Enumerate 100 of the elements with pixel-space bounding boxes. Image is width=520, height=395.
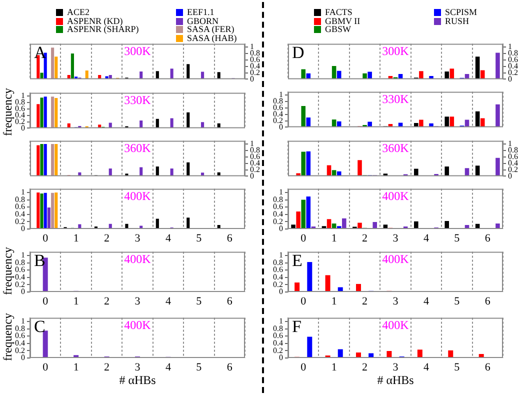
y2-tick-label: 0.4 (250, 61, 260, 70)
y-tick-label: 0 (21, 123, 25, 132)
y-tick-label: 0.8 (273, 258, 283, 267)
x-tick-label: 4 (165, 295, 172, 308)
x-tick-label: 6 (484, 295, 491, 308)
annotation: 300K (124, 44, 152, 58)
y-tick-label: 0 (279, 287, 283, 296)
x-tick-label: 6 (484, 232, 491, 244)
x-tick-label: 0 (300, 361, 307, 374)
y-tick-label: 1 (279, 250, 283, 260)
y-tick-label: 1 (279, 90, 283, 100)
chart-title: B (34, 250, 46, 270)
x-tick-label: 0 (42, 361, 49, 374)
legend-label: ASPENR (SHARP) (66, 24, 139, 34)
y-tick-label: 0.8 (15, 194, 25, 204)
y-tick-label: 0.6 (15, 265, 25, 274)
annotation: 360K (124, 140, 152, 155)
x-tick-label: 2 (362, 295, 368, 308)
x-tick-label: 3 (392, 361, 399, 374)
x-tick-label: 0 (42, 295, 49, 308)
y-tick-label: 0 (21, 287, 25, 296)
y2-tick-label: 0.2 (250, 164, 260, 174)
y-tick-label: 0.2 (15, 116, 25, 126)
x-tick-label: 3 (134, 295, 141, 308)
x-tick-label: 3 (392, 295, 399, 308)
x-tick-label: 6 (226, 361, 233, 374)
legend-label: SASA (FER) (186, 24, 236, 34)
y-tick-label: 0.2 (15, 280, 25, 289)
x-tick-label: 6 (226, 232, 233, 244)
x-tick-label: 6 (226, 295, 233, 308)
x-tick-label: 5 (454, 232, 460, 244)
chart-title: A (34, 42, 47, 62)
y-tick-label: 0 (21, 224, 25, 234)
x-tick-label: 1 (331, 361, 337, 374)
y-tick-label: 0.4 (273, 109, 283, 118)
y-tick-label: 0.4 (15, 272, 25, 282)
x-tick-label: 4 (165, 361, 172, 374)
x-tick-label: 5 (196, 361, 202, 374)
y-tick-label: 0.4 (273, 338, 283, 348)
y2-tick-label: 0.4 (250, 158, 260, 168)
y-tick-label: 0.6 (15, 331, 25, 340)
legend-label: SASA (HAB) (186, 32, 237, 42)
y-tick-label: 1 (279, 316, 283, 326)
annotation: 400K (382, 318, 410, 332)
y-tick-label: 0.2 (273, 216, 283, 226)
y2-tick-label: 0.4 (508, 158, 518, 168)
y-tick-label: 0.4 (273, 209, 283, 218)
y-tick-label: 0.4 (15, 209, 25, 218)
y-tick-label: 1 (21, 316, 25, 326)
x-tick-label: 3 (134, 361, 141, 374)
y2-tick-label: 0 (508, 74, 512, 84)
annotation: 360K (382, 140, 410, 155)
y2-tick-label: 0 (508, 171, 512, 180)
x-tick-label: 4 (423, 361, 430, 374)
x-tick-label: 0 (42, 232, 49, 244)
y-tick-label: 0 (21, 353, 25, 362)
y-axis-title: frequency (0, 246, 16, 294)
legend-label: ASPENR (KD) (66, 16, 123, 26)
y-tick-label: 1 (21, 91, 25, 100)
x-tick-label: 4 (423, 232, 430, 244)
y2-tick-label: 0 (250, 171, 254, 180)
chart-title: C (34, 316, 46, 336)
y2-tick-label: 1 (250, 139, 254, 148)
y-tick-label: 0.2 (273, 116, 283, 125)
y-tick-label: 0.8 (15, 258, 25, 267)
legend-label: GBMV II (324, 16, 360, 26)
y2-tick-label: 0 (250, 74, 254, 84)
y-tick-label: 0.2 (15, 346, 25, 355)
x-tick-label: 2 (104, 232, 110, 244)
annotation: 400K (382, 188, 410, 203)
y-tick-label: 0.8 (273, 324, 283, 333)
x-tick-label: 3 (134, 232, 141, 244)
y2-tick-label: 0.4 (508, 61, 518, 70)
y2-tick-label: 0.2 (250, 68, 260, 77)
y2-tick-label: 0.2 (508, 164, 518, 174)
y-tick-label: 0.8 (15, 324, 25, 333)
y-tick-label: 1 (21, 250, 25, 260)
y-axis-title: frequency (0, 312, 16, 360)
y2-tick-label: 1 (250, 42, 254, 52)
y-tick-label: 0.4 (15, 338, 25, 348)
annotation: 330K (124, 92, 152, 107)
y-tick-label: 0.4 (273, 272, 283, 282)
y-tick-label: 0 (279, 122, 283, 132)
y-tick-label: 0.2 (273, 280, 283, 289)
x-tick-label: 1 (73, 232, 79, 244)
x-tick-label: 1 (331, 295, 337, 308)
y-tick-label: 0 (279, 224, 283, 234)
y2-tick-label: 1 (508, 42, 512, 52)
x-tick-label: 2 (362, 361, 368, 374)
x-tick-label: 4 (423, 295, 430, 308)
y-tick-label: 1 (21, 188, 25, 197)
x-tick-label: 0 (300, 232, 307, 244)
y-tick-label: 0 (279, 353, 283, 362)
x-tick-label: 2 (362, 232, 368, 244)
chart-title: D (292, 42, 304, 62)
y-tick-label: 0.8 (273, 194, 283, 204)
x-tick-label: 5 (454, 361, 460, 374)
legend-label: ACE2 (66, 7, 90, 17)
x-tick-label: 5 (196, 295, 202, 308)
legend-label: EEF1.1 (186, 7, 216, 17)
